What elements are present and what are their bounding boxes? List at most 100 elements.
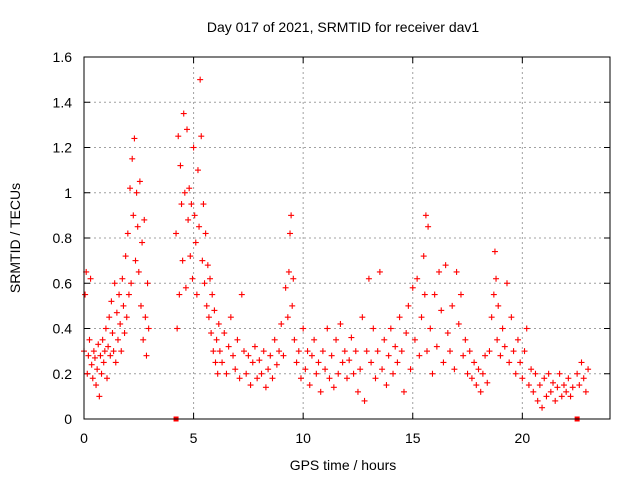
data-point	[506, 359, 513, 366]
data-point	[97, 352, 104, 359]
data-point	[113, 309, 120, 316]
data-point	[243, 370, 250, 377]
data-point	[87, 275, 94, 282]
data-point	[580, 375, 587, 382]
data-point	[139, 239, 146, 246]
data-point	[236, 375, 243, 382]
data-point	[468, 375, 475, 382]
x-tick-label: 20	[515, 430, 531, 446]
data-point	[390, 370, 397, 377]
data-point	[374, 348, 381, 355]
data-point	[486, 348, 493, 355]
data-point	[304, 348, 311, 355]
data-point	[431, 291, 438, 298]
data-point	[271, 336, 278, 343]
data-point	[326, 375, 333, 382]
data-point	[517, 359, 524, 366]
data-point	[184, 126, 191, 133]
data-point	[420, 253, 427, 260]
data-point	[201, 280, 208, 287]
data-point	[341, 348, 348, 355]
grid-lines	[84, 57, 610, 419]
data-point	[543, 393, 550, 400]
data-point	[376, 268, 383, 275]
data-point	[254, 375, 261, 382]
data-point	[145, 325, 152, 332]
x-axis-label: GPS time / hours	[290, 457, 397, 473]
data-point	[466, 348, 473, 355]
data-point	[541, 375, 548, 382]
data-point	[106, 314, 113, 321]
data-point	[510, 348, 517, 355]
data-point	[269, 375, 276, 382]
data-point	[403, 330, 410, 337]
data-point	[491, 248, 498, 255]
data-point	[288, 212, 295, 219]
y-tick-label: 0.8	[53, 230, 73, 246]
data-point	[175, 133, 182, 140]
data-point	[176, 291, 183, 298]
data-point	[118, 348, 125, 355]
data-point	[484, 379, 491, 386]
data-point	[490, 291, 497, 298]
data-point	[177, 162, 184, 169]
data-point	[407, 366, 414, 373]
data-point	[453, 268, 460, 275]
data-point	[178, 201, 185, 208]
data-point	[125, 291, 132, 298]
data-point	[335, 370, 342, 377]
data-point	[423, 348, 430, 355]
y-tick-label: 0	[64, 411, 72, 427]
data-point	[473, 382, 480, 389]
data-point	[199, 257, 206, 264]
data-point	[499, 325, 506, 332]
data-point	[84, 370, 91, 377]
data-point	[523, 325, 530, 332]
data-point	[550, 379, 557, 386]
data-point	[132, 257, 139, 264]
plot-frame	[83, 56, 611, 420]
data-point	[99, 336, 106, 343]
data-point	[204, 262, 211, 269]
data-point	[216, 348, 223, 355]
data-point	[422, 212, 429, 219]
data-point	[179, 257, 186, 264]
data-point	[449, 302, 456, 309]
data-point	[111, 280, 118, 287]
data-point	[181, 189, 188, 196]
x-tick-label: 5	[190, 430, 198, 446]
data-point	[142, 314, 149, 321]
data-point	[398, 348, 405, 355]
data-point	[525, 382, 532, 389]
data-point	[344, 375, 350, 382]
data-point	[585, 366, 592, 373]
data-point	[123, 314, 130, 321]
chart-title: Day 017 of 2021, SRMTID for receiver dav…	[207, 19, 480, 35]
data-point	[107, 352, 114, 359]
data-point	[137, 302, 144, 309]
data-point	[185, 216, 192, 223]
data-point	[361, 397, 368, 404]
data-point	[221, 330, 228, 337]
data-point	[405, 302, 412, 309]
data-point	[290, 275, 297, 282]
y-tick-label: 1.6	[53, 49, 73, 65]
data-point	[427, 325, 434, 332]
data-point	[558, 393, 565, 400]
data-point	[477, 388, 484, 395]
data-point	[322, 366, 329, 373]
data-point	[94, 366, 101, 373]
data-point	[131, 135, 138, 142]
y-tick-label: 1.4	[53, 94, 73, 110]
axis-ticks: 0 0.2 0.4 0.6 0.8 1 1.2 1.4 1.6 0 5 10 15 20	[53, 49, 610, 446]
data-point	[119, 275, 126, 282]
data-point	[230, 352, 237, 359]
data-point	[457, 291, 464, 298]
data-point	[451, 366, 458, 373]
data-point	[512, 370, 519, 377]
data-point	[276, 348, 283, 355]
data-point	[425, 223, 432, 230]
data-point	[191, 212, 198, 219]
data-point	[552, 397, 559, 404]
data-point	[192, 239, 199, 246]
